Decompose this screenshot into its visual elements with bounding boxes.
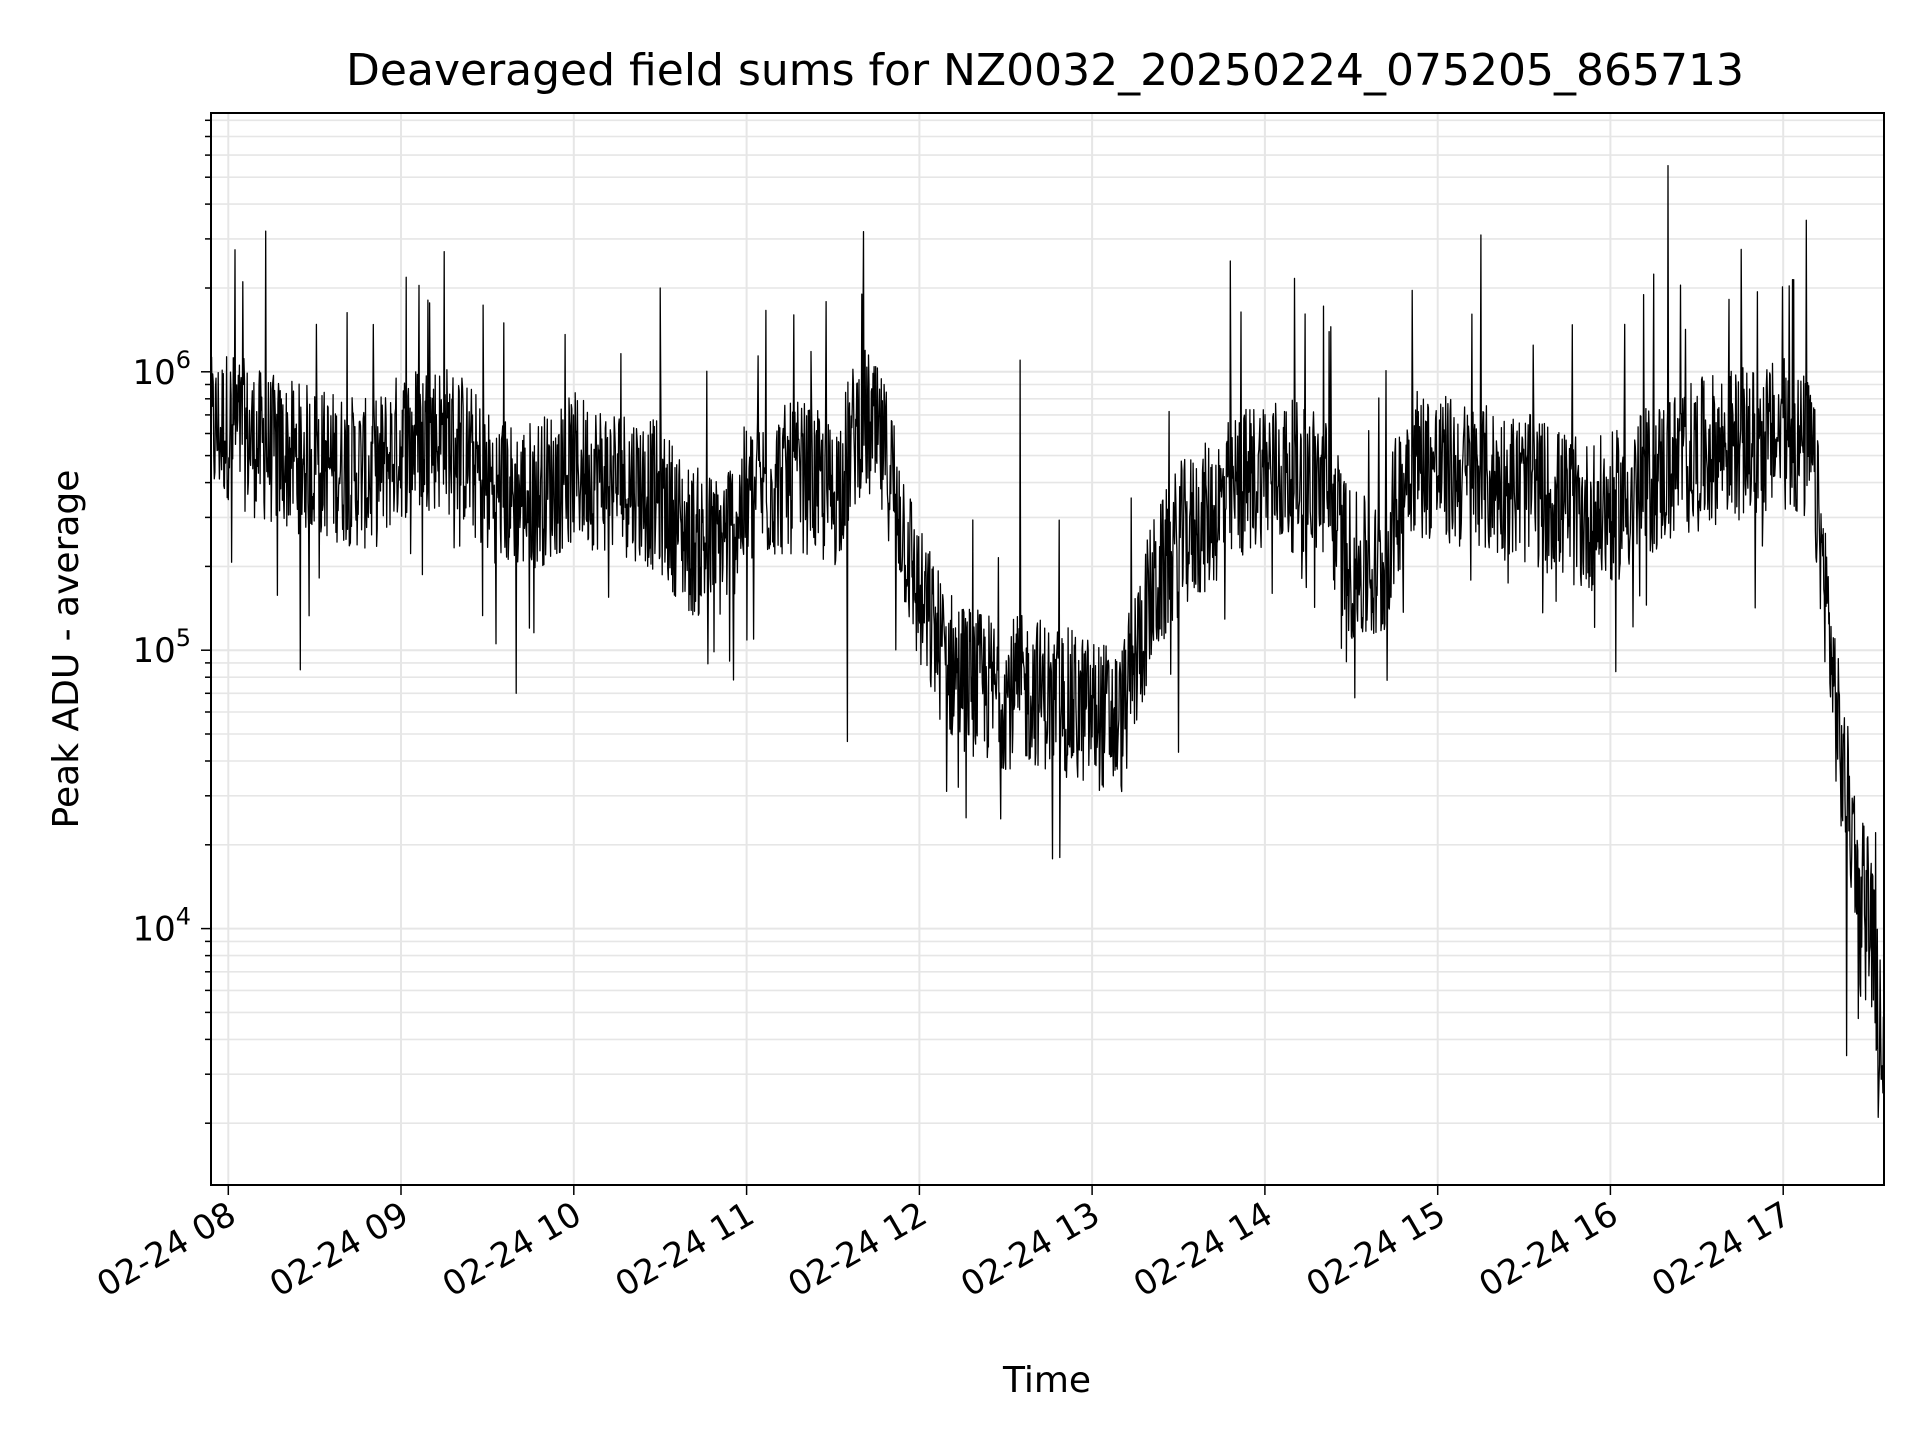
y-axis: 104 105 106 — [132, 119, 211, 1124]
chart-title: Deaveraged field sums for NZ0032_2025022… — [346, 45, 1744, 96]
x-tick-label: 02-24 10 — [436, 1194, 588, 1305]
x-tick-label: 02-24 17 — [1645, 1194, 1797, 1305]
y-tick-label: 105 — [132, 624, 191, 671]
grid — [211, 113, 1884, 1185]
y-tick-label: 106 — [132, 346, 191, 393]
x-tick-label: 02-24 14 — [1127, 1194, 1279, 1305]
plot-frame — [210, 112, 1885, 1186]
x-axis: 02-24 08 02-24 09 02-24 10 02-24 11 02-24 12… — [90, 1185, 1798, 1305]
y-tick-label: 104 — [132, 903, 191, 950]
x-tick-label: 02-24 13 — [954, 1194, 1106, 1305]
plot-area — [211, 164, 1884, 1147]
x-tick-label: 02-24 09 — [263, 1194, 415, 1305]
x-tick-label: 02-24 12 — [782, 1194, 934, 1305]
series-line — [211, 164, 1884, 1147]
x-tick-label: 02-24 15 — [1300, 1194, 1452, 1305]
x-axis-label: Time — [1002, 1360, 1091, 1401]
x-tick-label: 02-24 16 — [1473, 1194, 1625, 1305]
y-axis-label: Peak ADU - average — [46, 470, 87, 829]
x-tick-label: 02-24 08 — [90, 1194, 242, 1305]
x-tick-label: 02-24 11 — [609, 1194, 761, 1305]
